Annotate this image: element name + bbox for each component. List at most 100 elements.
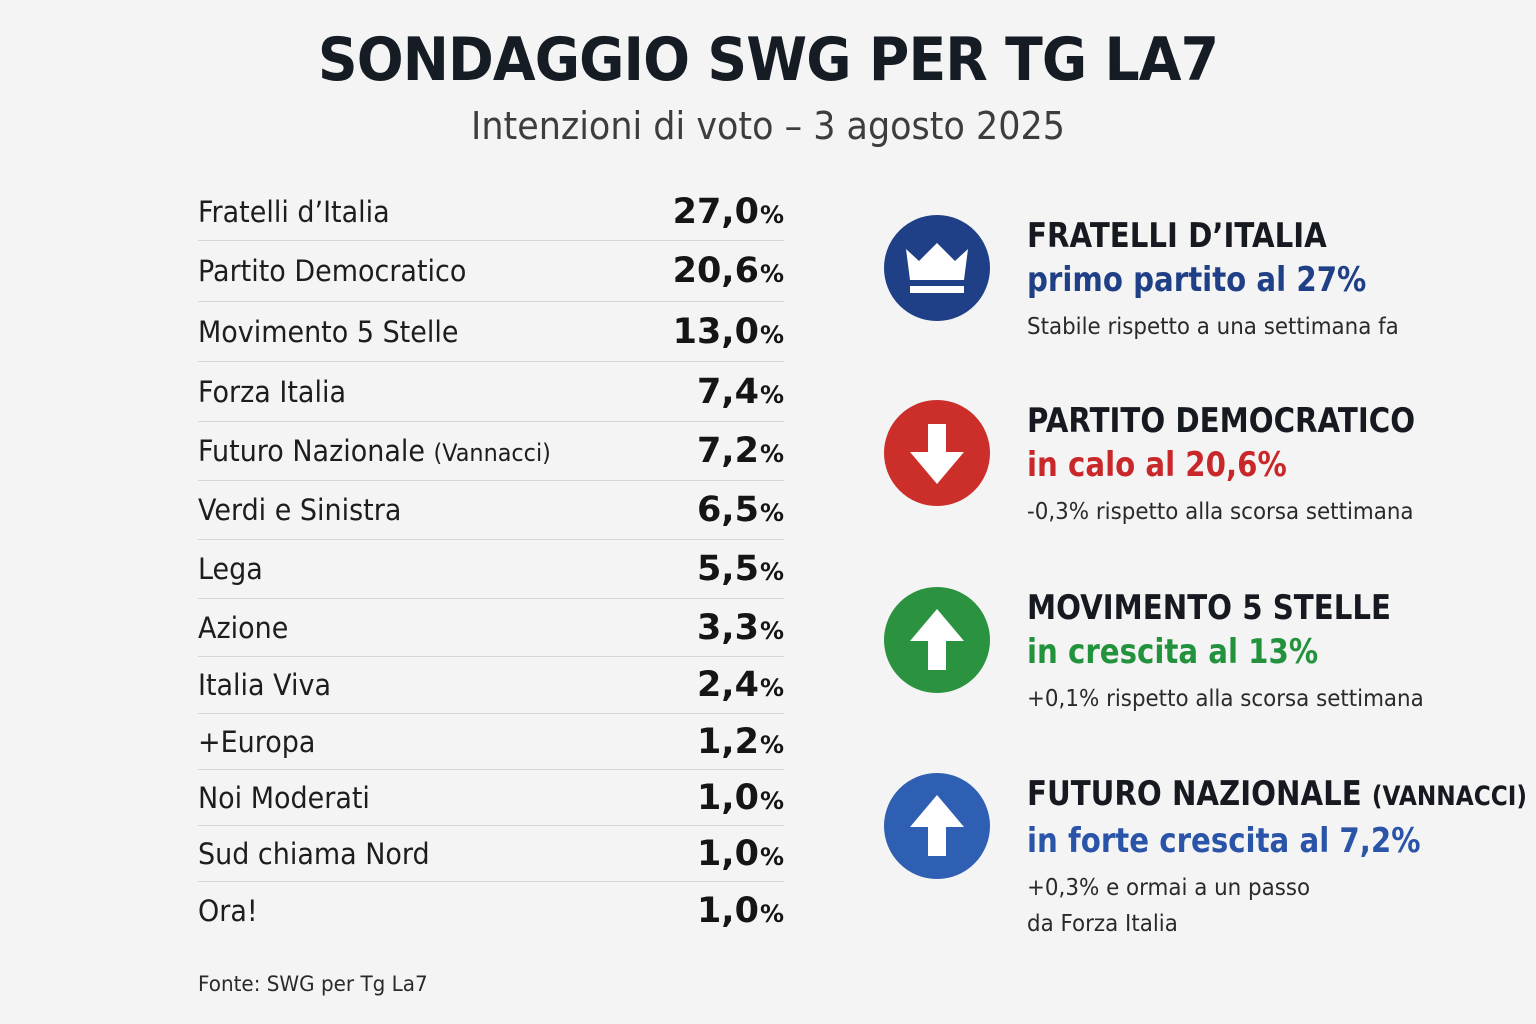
party-name-label: Movimento 5 Stelle bbox=[198, 314, 459, 349]
highlight-description-line: -0,3% rispetto alla scorsa settimana bbox=[1027, 499, 1414, 525]
data-label: 27,0 bbox=[672, 191, 759, 232]
party-name: Forza Italia bbox=[198, 375, 346, 409]
percent-unit: % bbox=[759, 260, 784, 288]
crown-icon bbox=[884, 215, 990, 321]
highlight-party: FRATELLI D’ITALIA bbox=[1027, 215, 1457, 257]
highlight-party-label: PARTITO DEMOCRATICO bbox=[1027, 401, 1416, 441]
highlight-description: Stabile rispetto a una settimana fa bbox=[1027, 309, 1492, 345]
party-value: 20,6% bbox=[673, 251, 784, 291]
party-name: Movimento 5 Stelle bbox=[198, 315, 458, 349]
party-value: 6,5% bbox=[697, 490, 784, 530]
table-row: Noi Moderati 1,0% bbox=[198, 770, 784, 826]
arrow-down-icon bbox=[884, 400, 990, 506]
party-note: (Vannacci) bbox=[433, 439, 551, 467]
party-name: Verdi e Sinistra bbox=[198, 493, 401, 527]
highlight-card: FRATELLI D’ITALIA primo partito al 27% Sta… bbox=[884, 215, 1524, 385]
highlight-party-label: FRATELLI D’ITALIA bbox=[1027, 216, 1327, 256]
highlight-description-line: +0,1% rispetto alla scorsa settimana bbox=[1027, 686, 1424, 712]
party-name-label: Ora! bbox=[198, 894, 258, 928]
highlight-description: -0,3% rispetto alla scorsa settimana bbox=[1027, 494, 1492, 530]
percent-unit: % bbox=[759, 200, 784, 229]
party-name-label: Partito Democratico bbox=[198, 254, 467, 288]
percent-unit: % bbox=[759, 380, 784, 409]
data-label: 2,4 bbox=[696, 665, 759, 705]
table-row: Futuro Nazionale (Vannacci) 7,2% bbox=[198, 422, 784, 481]
table-row: Ora! 1,0% bbox=[198, 882, 784, 940]
table-row: Movimento 5 Stelle 13,0% bbox=[198, 302, 784, 362]
highlight-card: FUTURO NAZIONALE (VANNACCI) in forte cres… bbox=[884, 773, 1527, 943]
party-value: 2,4% bbox=[697, 665, 784, 705]
party-value: 1,0% bbox=[697, 891, 784, 931]
percent-unit: % bbox=[759, 786, 784, 815]
party-name: Sud chiama Nord bbox=[198, 837, 430, 871]
party-value: 27,0% bbox=[673, 192, 784, 232]
percent-unit: % bbox=[759, 842, 784, 871]
percent-unit: % bbox=[759, 616, 784, 645]
highlight-text: FUTURO NAZIONALE (VANNACCI) in forte cres… bbox=[1027, 773, 1527, 942]
highlight-card: PARTITO DEMOCRATICO in calo al 20,6% -0,3%… bbox=[884, 400, 1524, 570]
party-name-label: Forza Italia bbox=[198, 374, 346, 409]
data-label: 20,6 bbox=[672, 251, 759, 291]
highlight-description: +0,1% rispetto alla scorsa settimana bbox=[1027, 681, 1492, 717]
data-label: 1,0 bbox=[696, 891, 759, 931]
party-name: Azione bbox=[198, 611, 288, 645]
party-name-label: Italia Viva bbox=[198, 668, 331, 702]
highlight-trend: in crescita al 13% bbox=[1027, 632, 1319, 672]
highlight-description-line: Stabile rispetto a una settimana fa bbox=[1027, 314, 1399, 340]
data-label: 1,0 bbox=[696, 777, 759, 818]
table-row: Forza Italia 7,4% bbox=[198, 362, 784, 422]
data-label: 3,3 bbox=[696, 607, 759, 648]
data-label: 5,5 bbox=[696, 549, 759, 589]
arrow-up-icon bbox=[884, 773, 990, 879]
party-name: +Europa bbox=[198, 725, 315, 759]
data-label: 7,2 bbox=[696, 431, 759, 471]
chart-title: SONDAGGIO SWG PER TG LA7 bbox=[317, 25, 1219, 95]
party-name: Fratelli d’Italia bbox=[198, 195, 390, 229]
table-row: Azione 3,3% bbox=[198, 599, 784, 657]
party-value: 1,0% bbox=[697, 834, 784, 874]
highlight-card: MOVIMENTO 5 STELLE in crescita al 13% +0,1… bbox=[884, 587, 1524, 757]
highlight-trend: primo partito al 27% bbox=[1027, 260, 1367, 300]
party-name-label: +Europa bbox=[198, 724, 316, 759]
party-value: 1,0% bbox=[697, 778, 784, 818]
data-label: 1,2 bbox=[696, 721, 759, 762]
percent-unit: % bbox=[759, 320, 784, 349]
party-value: 1,2% bbox=[697, 722, 784, 762]
highlight-party-label: MOVIMENTO 5 STELLE bbox=[1027, 588, 1391, 628]
highlight-text: MOVIMENTO 5 STELLE in crescita al 13% +0,1… bbox=[1027, 587, 1527, 717]
percent-unit: % bbox=[759, 558, 784, 586]
percent-unit: % bbox=[759, 499, 784, 527]
party-name-label: Azione bbox=[198, 610, 289, 645]
party-name: Ora! bbox=[198, 894, 258, 928]
highlight-description: +0,3% e ormai a un passo da Forza Italia bbox=[1027, 870, 1492, 942]
party-name-label: Noi Moderati bbox=[198, 780, 370, 815]
highlight-party: MOVIMENTO 5 STELLE bbox=[1027, 587, 1457, 629]
highlight-text: PARTITO DEMOCRATICO in calo al 20,6% -0,3%… bbox=[1027, 400, 1527, 530]
party-name: Futuro Nazionale (Vannacci) bbox=[198, 434, 551, 468]
source-note: Fonte: SWG per Tg La7 bbox=[198, 972, 428, 996]
percent-unit: % bbox=[759, 900, 784, 928]
table-row: +Europa 1,2% bbox=[198, 714, 784, 770]
party-name-label: Lega bbox=[198, 552, 263, 586]
party-name-label: Sud chiama Nord bbox=[198, 836, 430, 871]
party-value: 3,3% bbox=[697, 608, 784, 648]
highlight-party-label: FUTURO NAZIONALE bbox=[1027, 774, 1362, 814]
party-name: Noi Moderati bbox=[198, 781, 370, 815]
party-value: 7,2% bbox=[697, 431, 784, 471]
poll-results-table: Fratelli d’Italia 27,0% Partito Democratic… bbox=[198, 183, 784, 940]
party-value: 5,5% bbox=[697, 549, 784, 589]
party-name: Lega bbox=[198, 552, 263, 586]
party-name-label: Futuro Nazionale bbox=[198, 434, 425, 468]
table-row: Partito Democratico 20,6% bbox=[198, 241, 784, 302]
party-name: Italia Viva bbox=[198, 668, 331, 702]
percent-unit: % bbox=[759, 674, 784, 702]
data-label: 7,4 bbox=[696, 371, 759, 412]
highlight-party: PARTITO DEMOCRATICO bbox=[1027, 400, 1457, 442]
highlight-trend: in forte crescita al 7,2% bbox=[1027, 821, 1421, 861]
party-name: Partito Democratico bbox=[198, 254, 466, 288]
highlight-party-note: (VANNACCI) bbox=[1371, 781, 1528, 812]
party-value: 7,4% bbox=[697, 372, 784, 412]
highlight-description-line: +0,3% e ormai a un passo bbox=[1027, 875, 1311, 901]
percent-unit: % bbox=[759, 440, 784, 468]
highlight-trend: in calo al 20,6% bbox=[1027, 445, 1287, 485]
